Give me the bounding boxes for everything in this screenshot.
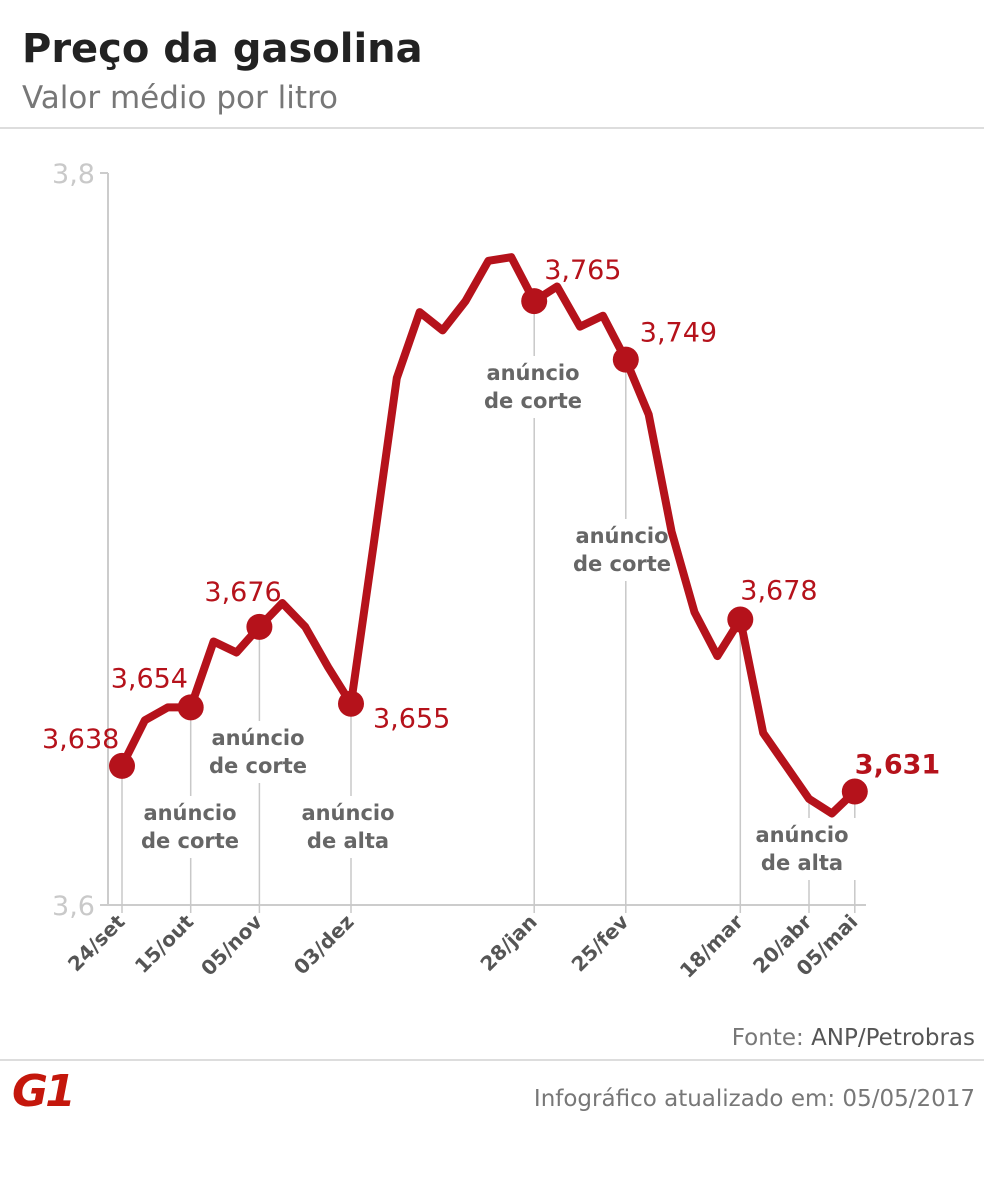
annotation: anúncio de corte [477,356,589,418]
annotation: anúncio de corte [566,519,678,581]
annotations: anúncio de corte anúncio de corte anúncio de … [134,356,858,880]
svg-text:G1: G1 [12,1066,73,1117]
annotation-text: de corte [573,552,671,576]
price-series [109,253,868,818]
data-point-marker [338,690,364,717]
value-label: 3,676 [204,577,281,608]
annotation: anúncio de alta [746,818,858,880]
annotation-background [566,519,678,581]
y-tick-label: 3,6 [52,891,95,922]
annotation: anúncio de corte [134,796,246,858]
annotation-text: de alta [761,851,843,875]
data-point-marker [612,346,639,373]
annotation-text: anúncio [301,801,394,825]
value-label: 3,655 [373,704,450,735]
annotation-text: anúncio [143,801,236,825]
data-point-marker [177,694,204,721]
data-point-marker [521,288,548,315]
value-label: 3,638 [42,724,119,755]
data-point-marker [246,613,273,640]
value-label: 3,678 [740,576,817,607]
annotation-background [292,796,404,858]
x-tick-label: 18/mar [675,909,748,982]
value-label: 3,765 [544,255,621,286]
value-label: 3,654 [111,663,188,694]
annotation-background [202,721,314,783]
annotation-text: anúncio [755,823,848,847]
g1-logo: G1 [12,1066,76,1117]
annotation: anúncio de alta [292,796,404,858]
x-tick-label: 28/jan [475,910,541,976]
y-tick-label: 3,8 [52,159,95,190]
annotation-background [134,796,246,858]
annotation-background [746,818,858,880]
annotation-text: de corte [209,754,307,778]
data-point-marker [841,778,868,805]
x-tick-label: 15/out [130,909,199,978]
annotation-background [477,356,589,418]
annotation-text: de corte [484,389,582,413]
source-note: Fonte: ANP/Petrobras [732,1025,975,1051]
data-point-marker [109,752,135,779]
price-line [118,253,859,818]
annotation-text: de corte [141,829,239,853]
x-tick-label: 03/dez [289,910,359,980]
updated-note: Infográfico atualizado em: 05/05/2017 [534,1086,975,1112]
value-labels: 3,638 3,654 3,676 3,655 3,765 3,749 3,678 3,631 [42,255,940,780]
annotation: anúncio de corte [202,721,314,783]
annotation-text: anúncio [486,361,579,385]
x-tick-label: 25/fev [567,910,634,977]
annotation-text: anúncio [211,726,304,750]
chart-title: Preço da gasolina [22,26,423,72]
value-label: 3,749 [640,318,717,349]
annotation-text: de alta [307,829,389,853]
data-point-marker [727,606,754,633]
x-tick-label: 05/nov [196,910,267,981]
annotation-text: anúncio [575,524,668,548]
chart-subtitle: Valor médio por litro [22,80,338,116]
value-label: 3,631 [855,750,940,781]
